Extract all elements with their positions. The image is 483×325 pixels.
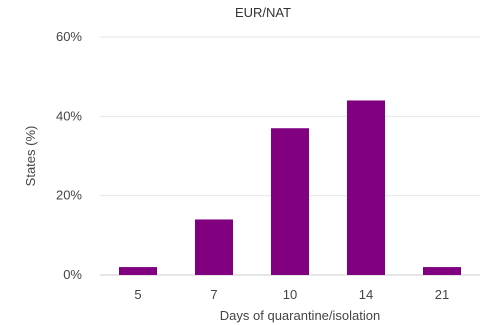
y-axis-label: States (%) [23, 126, 38, 187]
x-tick-label: 7 [210, 287, 217, 302]
x-tick-label: 5 [134, 287, 141, 302]
bar-5 [119, 267, 157, 275]
y-tick-label: 20% [56, 188, 82, 203]
x-tick-label: 14 [359, 287, 373, 302]
x-axis-label: Days of quarantine/isolation [220, 308, 380, 323]
y-tick-label: 0% [63, 267, 82, 282]
bar-10 [271, 128, 309, 275]
chart-title: EUR/NAT [235, 5, 291, 20]
bars [119, 100, 461, 275]
y-tick-label: 60% [56, 29, 82, 44]
y-axis-ticks: 0% 20% 40% 60% [56, 29, 82, 282]
x-tick-label: 10 [283, 287, 297, 302]
x-axis-ticks: 5 7 10 14 21 [134, 287, 449, 302]
x-tick-label: 21 [435, 287, 449, 302]
bar-7 [195, 219, 233, 275]
y-tick-label: 40% [56, 108, 82, 123]
bar-21 [423, 267, 461, 275]
bar-14 [347, 100, 385, 275]
